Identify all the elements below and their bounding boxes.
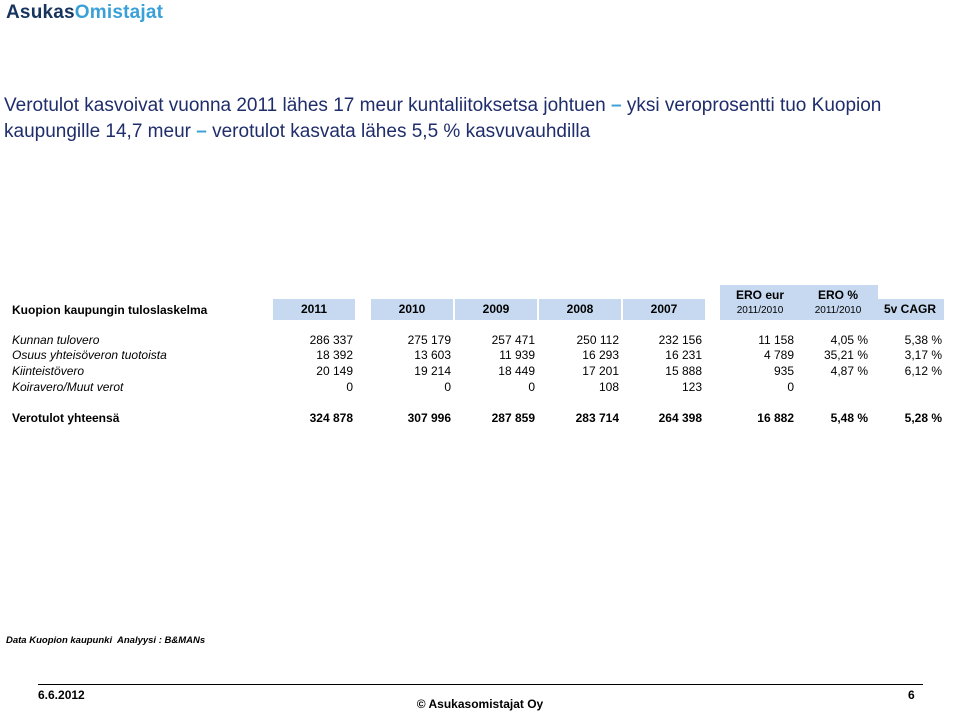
cell: 5,28 %	[904, 411, 942, 425]
cell: 4 789	[763, 348, 794, 362]
cell: 250 112	[576, 333, 620, 347]
year-header: 2008	[539, 299, 621, 320]
cell: 0	[444, 380, 451, 394]
cell: 16 231	[665, 348, 702, 362]
cell: 283 714	[575, 411, 619, 425]
cell: 11 158	[758, 333, 794, 347]
source-data: Data Kuopion kaupunki	[6, 635, 113, 646]
cell: 324 878	[309, 411, 353, 425]
year-header: 2007	[623, 299, 705, 320]
ero-pct-title: ERO %	[817, 288, 858, 302]
page-title: Verotulot kasvoivat vuonna 2011 lähes 17…	[4, 93, 959, 145]
logo-part-2: Omistajat	[74, 2, 164, 23]
row-label: Osuus yhteisöveron tuotoista	[12, 348, 167, 362]
cell: 35,21 %	[823, 348, 868, 362]
table-row: Kunnan tulovero 286 337 275 179 257 471 …	[0, 333, 960, 349]
ero-pct-sub: 2011/2010	[814, 305, 862, 316]
cell: 4,05 %	[830, 333, 868, 347]
cell: 18 392	[316, 348, 353, 362]
cell: 264 398	[658, 411, 702, 425]
row-label: Kunnan tulovero	[12, 333, 100, 347]
cell: 13 603	[414, 348, 451, 362]
footer-copyright: © Asukasomistajat Oy	[416, 697, 544, 711]
year-header: 2009	[455, 299, 537, 320]
cell: 4,87 %	[830, 364, 868, 378]
cell: 5,38 %	[904, 333, 942, 347]
year-header: 2010	[371, 299, 453, 320]
cell: 5,48 %	[830, 411, 868, 425]
cell: 17 201	[582, 364, 619, 378]
title-part-3: verotulot kasvata lähes 5,5 % kasvuvauhd…	[206, 121, 591, 142]
page-number: 6	[908, 688, 915, 702]
cell: 108	[598, 380, 619, 394]
table-row: Kiinteistövero 20 149 19 214 18 449 17 2…	[0, 364, 960, 380]
cell: 286 337	[309, 333, 353, 347]
brand-logo: AsukasOmistajat	[6, 2, 163, 24]
footer-date: 6.6.2012	[38, 688, 85, 702]
cell: 0	[346, 380, 353, 394]
title-dash-2: –	[196, 121, 207, 142]
source-analysis: Analyysi : B&MANs	[117, 635, 206, 646]
title-dash-1: –	[610, 95, 622, 116]
title-part-1: Verotulot kasvoivat vuonna 2011 lähes 17…	[4, 95, 611, 116]
title-part-2: yksi veroprosentti tuo Kuopion kaupungil…	[4, 95, 882, 142]
footer-divider	[38, 684, 923, 685]
table-row: Osuus yhteisöveron tuotoista 18 392 13 6…	[0, 348, 960, 364]
cell: 16 293	[582, 348, 619, 362]
cell: 16 882	[757, 411, 794, 425]
cell: 287 859	[491, 411, 535, 425]
cell: 0	[787, 380, 794, 394]
table-total-row: Verotulot yhteensä 324 878 307 996 287 8…	[0, 411, 960, 427]
cell: 275 179	[407, 333, 451, 347]
cell: 20 149	[316, 364, 353, 378]
cell: 257 471	[491, 333, 535, 347]
cell: 935	[773, 364, 794, 378]
year-header: 2011	[273, 299, 355, 320]
cell: 123	[681, 380, 702, 394]
ero-eur-sub: 2011/2010	[736, 305, 784, 316]
ero-eur-title: ERO eur	[735, 288, 784, 302]
cell: 232 156	[658, 333, 702, 347]
table-header-label: Kuopion kaupungin tuloslaskelma	[12, 303, 208, 317]
cell: 15 888	[665, 364, 702, 378]
cagr-header: 5v CAGR	[876, 299, 944, 320]
table-row: Koiravero/Muut verot 0 0 0 108 123 0	[0, 380, 960, 396]
logo-part-1: Asukas	[6, 2, 75, 23]
cell: 6,12 %	[904, 364, 942, 378]
cell: 11 939	[499, 348, 535, 362]
cell: 307 996	[407, 411, 451, 425]
cell: 3,17 %	[904, 348, 942, 362]
ero-pct-header: ERO % 2011/2010	[798, 285, 878, 320]
row-label: Kiinteistövero	[12, 364, 85, 378]
total-label: Verotulot yhteensä	[12, 411, 120, 425]
cell: 0	[528, 380, 535, 394]
row-label: Koiravero/Muut verot	[12, 380, 124, 394]
ero-eur-header: ERO eur 2011/2010	[720, 285, 800, 320]
cell: 19 214	[414, 364, 451, 378]
cell: 18 449	[498, 364, 535, 378]
